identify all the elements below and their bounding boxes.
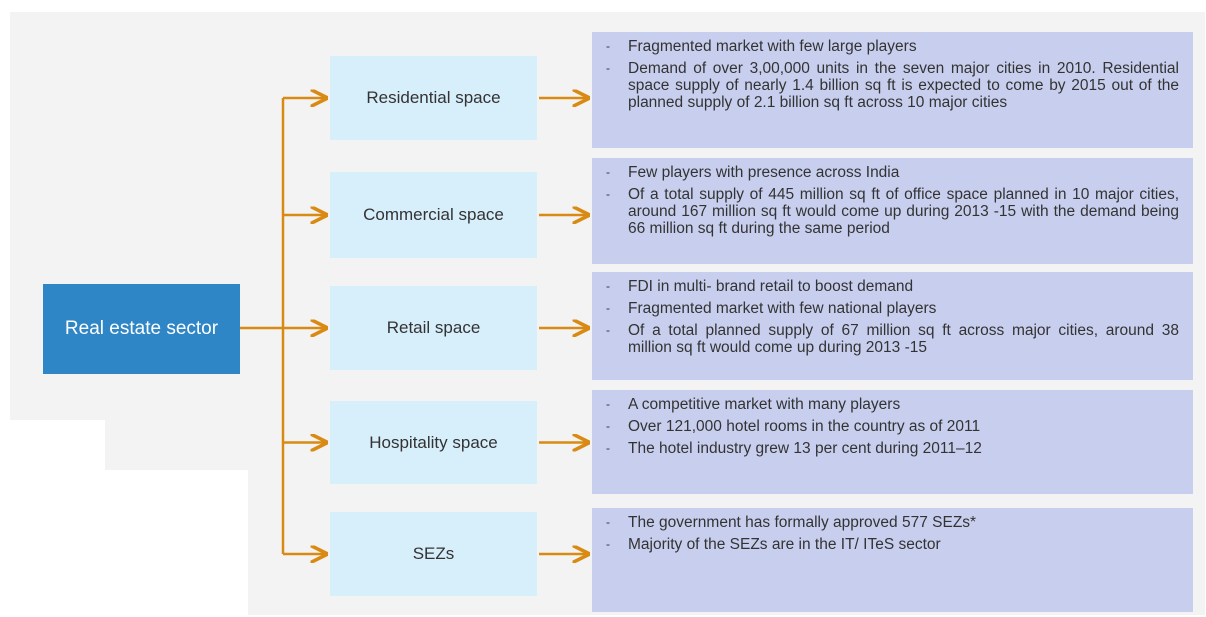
bullet: Over 121,000 hotel rooms in the country …	[606, 418, 1179, 435]
detail-box: A competitive market with many players Ov…	[592, 390, 1193, 494]
bullet: A competitive market with many players	[606, 396, 1179, 413]
detail-box: Few players with presence across India Of…	[592, 158, 1193, 264]
root-node: Real estate sector	[43, 284, 240, 374]
detail-box: FDI in multi- brand retail to boost dema…	[592, 272, 1193, 380]
category-node: Hospitality space	[330, 401, 537, 484]
bullet: Fragmented market with few national play…	[606, 300, 1179, 317]
category-node: Retail space	[330, 286, 537, 370]
detail-box: The government has formally approved 577…	[592, 508, 1193, 612]
bullet: Fragmented market with few large players	[606, 38, 1179, 55]
category-node: Commercial space	[330, 172, 537, 258]
bullet: The government has formally approved 577…	[606, 514, 1179, 531]
bullet: Of a total planned supply of 67 million …	[606, 322, 1179, 356]
bullet: Demand of over 3,00,000 units in the sev…	[606, 60, 1179, 111]
category-node: SEZs	[330, 512, 537, 596]
bullet: Few players with presence across India	[606, 164, 1179, 181]
category-node: Residential space	[330, 56, 537, 140]
bullet: The hotel industry grew 13 per cent duri…	[606, 440, 1179, 457]
detail-box: Fragmented market with few large players…	[592, 32, 1193, 148]
bullet: FDI in multi- brand retail to boost dema…	[606, 278, 1179, 295]
bullet: Majority of the SEZs are in the IT/ ITeS…	[606, 536, 1179, 553]
bullet: Of a total supply of 445 million sq ft o…	[606, 186, 1179, 237]
